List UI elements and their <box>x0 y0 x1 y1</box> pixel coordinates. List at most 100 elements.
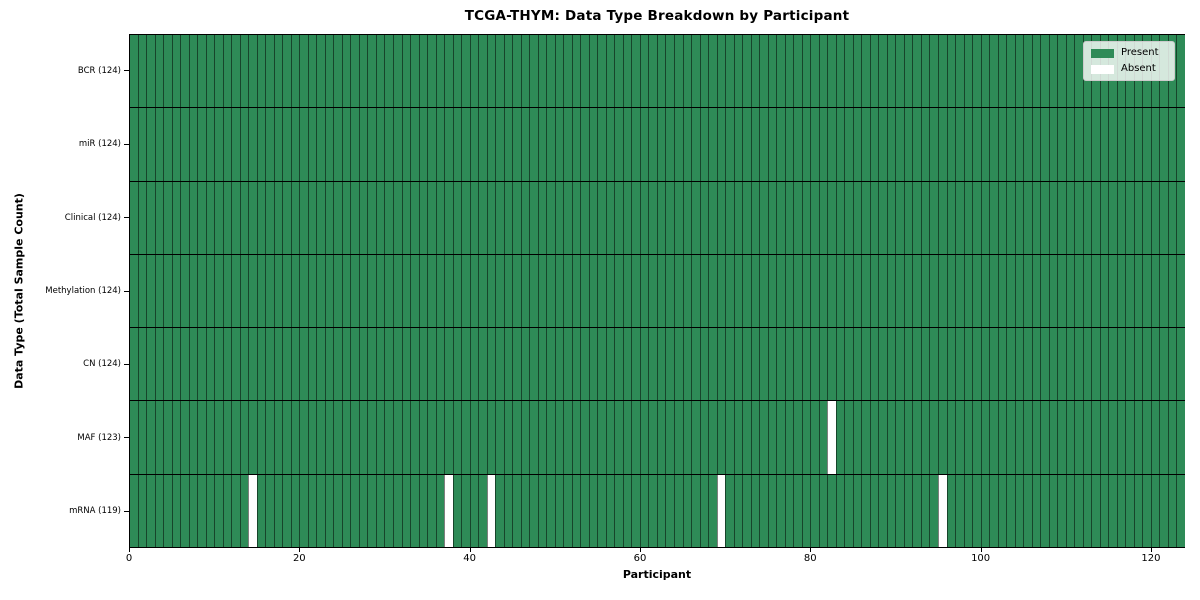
heatmap-cell <box>631 474 640 547</box>
heatmap-cell <box>997 474 1007 547</box>
heatmap-cell <box>146 328 155 401</box>
heatmap-cell <box>861 108 870 181</box>
heatmap-cell <box>1006 35 1015 108</box>
heatmap-cell <box>1006 474 1015 547</box>
heatmap-cell <box>384 474 393 547</box>
heatmap-cell <box>946 254 956 328</box>
heatmap-cell <box>955 108 964 181</box>
heatmap-cell <box>895 401 904 474</box>
heatmap-cell <box>231 401 240 474</box>
heatmap-cell <box>1082 181 1092 254</box>
heatmap-cell <box>1031 328 1041 401</box>
heatmap-cell <box>367 328 376 401</box>
heatmap-cell <box>469 181 479 254</box>
heatmap-cell <box>861 254 870 328</box>
heatmap-cell <box>699 35 709 108</box>
heatmap-cell <box>188 108 198 181</box>
heatmap-cell <box>1099 401 1109 474</box>
heatmap-cell <box>384 254 393 328</box>
heatmap-cell <box>588 181 598 254</box>
heatmap-cell <box>742 108 751 181</box>
heatmap-cell <box>1125 108 1134 181</box>
heatmap-cell <box>307 108 317 181</box>
heatmap-cell <box>665 35 674 108</box>
heatmap-cell <box>1082 474 1092 547</box>
heatmap-cell <box>708 108 717 181</box>
heatmap-cell <box>750 401 760 474</box>
heatmap-cell <box>818 328 828 401</box>
heatmap-cell <box>444 328 453 401</box>
heatmap-cell <box>188 328 198 401</box>
heatmap-cell <box>1057 474 1066 547</box>
heatmap-cell <box>478 401 487 474</box>
heatmap-cell <box>691 254 700 328</box>
heatmap-cell <box>282 108 291 181</box>
heatmap-cell <box>929 254 938 328</box>
heatmap-cell <box>776 254 785 328</box>
heatmap-cell <box>886 35 896 108</box>
heatmap-cell <box>1108 254 1117 328</box>
heatmap-cell <box>844 181 853 254</box>
heatmap-cell <box>1091 181 1100 254</box>
heatmap-cell <box>827 254 836 328</box>
heatmap-cell <box>614 401 623 474</box>
x-tick-mark <box>129 548 130 552</box>
heatmap-cell <box>605 401 615 474</box>
heatmap-cell <box>461 401 470 474</box>
heatmap-cell <box>231 328 240 401</box>
heatmap-cell <box>929 35 938 108</box>
heatmap-cell <box>299 401 308 474</box>
x-tick-label: 40 <box>463 553 477 564</box>
heatmap-cell <box>265 35 274 108</box>
heatmap-cell <box>197 254 206 328</box>
heatmap-cell <box>1082 401 1092 474</box>
heatmap-cell <box>972 401 981 474</box>
heatmap-cell <box>963 401 973 474</box>
heatmap-cell <box>418 474 428 547</box>
heatmap-cell <box>929 401 938 474</box>
heatmap-row-bcr <box>130 35 1185 108</box>
heatmap-cell <box>776 35 785 108</box>
heatmap-cell <box>878 108 887 181</box>
heatmap-cell <box>478 35 487 108</box>
heatmap-cell <box>878 254 887 328</box>
heatmap-cell <box>1074 108 1083 181</box>
heatmap-cell <box>231 254 240 328</box>
heatmap-cell <box>1091 254 1100 328</box>
heatmap-cell <box>358 474 368 547</box>
heatmap-cell <box>810 35 819 108</box>
heatmap-cell <box>1125 181 1134 254</box>
heatmap-cell <box>256 401 266 474</box>
heatmap-cell <box>1031 108 1041 181</box>
heatmap-cell <box>886 181 896 254</box>
heatmap-cell <box>810 474 819 547</box>
heatmap-cell <box>307 401 317 474</box>
heatmap-cell <box>1167 181 1177 254</box>
heatmap-cell <box>384 108 393 181</box>
heatmap-cell <box>793 35 802 108</box>
heatmap-cell <box>290 254 300 328</box>
heatmap-cell <box>835 474 845 547</box>
heatmap-cell <box>358 108 368 181</box>
heatmap-cell <box>648 401 657 474</box>
heatmap-cell <box>180 401 189 474</box>
heatmap-cell <box>1082 108 1092 181</box>
y-tick-label: miR (124) <box>78 139 121 150</box>
heatmap-cell <box>563 328 572 401</box>
heatmap-cell <box>1159 254 1168 328</box>
heatmap-cell <box>691 108 700 181</box>
heatmap-cell <box>972 328 981 401</box>
heatmap-cell <box>1040 181 1049 254</box>
heatmap-cell <box>835 254 845 328</box>
heatmap-cell <box>997 35 1007 108</box>
heatmap-cell <box>920 474 930 547</box>
heatmap-cell <box>188 35 198 108</box>
heatmap-cell <box>367 181 376 254</box>
heatmap-cell <box>469 108 479 181</box>
heatmap-cell <box>648 474 657 547</box>
heatmap-cell <box>1091 328 1100 401</box>
heatmap-cell <box>520 401 530 474</box>
heatmap-cell <box>571 474 581 547</box>
heatmap-cell <box>869 474 879 547</box>
x-tick-mark <box>639 548 641 552</box>
